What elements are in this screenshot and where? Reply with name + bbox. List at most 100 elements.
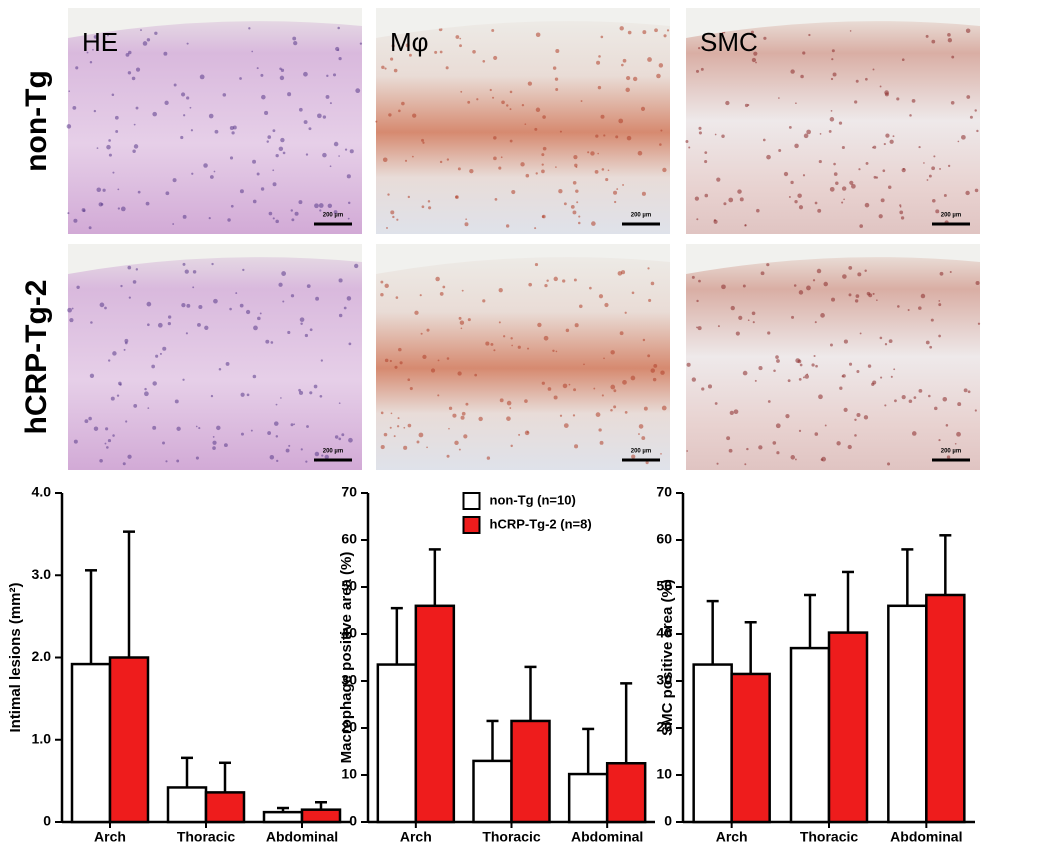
stain-dot (383, 432, 388, 437)
tissue-edge (376, 8, 670, 38)
stain-dot (108, 139, 111, 142)
stain-dot (541, 163, 544, 166)
stain-dot (744, 224, 747, 227)
stain-dot (899, 204, 902, 207)
stain-dot (167, 315, 172, 319)
stain-dot (392, 215, 395, 219)
stain-dot (849, 30, 852, 32)
stain-dot (935, 209, 940, 214)
stain-dot (562, 279, 566, 283)
stain-dot (384, 67, 387, 70)
stain-dot (833, 162, 836, 166)
stain-dot (212, 446, 216, 450)
stain-dot (541, 153, 545, 157)
bar (827, 631, 869, 824)
stain-dot (590, 151, 595, 156)
stain-dot (229, 156, 234, 160)
stain-dot (162, 346, 167, 351)
stain-dot (686, 362, 691, 367)
stain-dot (461, 411, 466, 416)
stain-dot (730, 305, 735, 311)
stain-dot (879, 336, 883, 340)
stain-dot (280, 397, 282, 399)
stain-dot (858, 168, 861, 171)
stain-dot (867, 364, 872, 368)
stain-dot (918, 388, 923, 393)
stain-dot (259, 312, 262, 315)
stain-dot (879, 85, 882, 88)
stain-dot (851, 183, 856, 189)
stain-dot (261, 94, 266, 100)
stain-dot (659, 143, 662, 146)
stain-dot (386, 226, 388, 229)
y-axis-label: SMC positive area (%) (659, 579, 676, 736)
tissue-edge (686, 244, 980, 274)
stain-dot (76, 285, 80, 289)
stain-dot (291, 218, 295, 222)
stain-dot (977, 322, 981, 325)
stain-dot (888, 339, 893, 344)
stain-dot (190, 129, 194, 132)
stain-dot (943, 193, 947, 197)
y-tick-label: 30 (341, 672, 357, 688)
stain-dot (814, 201, 818, 205)
stain-dot (631, 291, 635, 295)
stain-dot (132, 280, 137, 284)
y-tick-label: 30 (656, 672, 672, 688)
stain-dot (541, 381, 545, 385)
stain-dot (923, 162, 925, 164)
stain-dot (831, 49, 835, 53)
stain-dot (409, 386, 413, 391)
stain-dot (663, 34, 667, 38)
stain-dot (437, 359, 440, 362)
x-tick-label: Thoracic (482, 829, 541, 845)
stain-dot (299, 317, 305, 322)
stain-dot (974, 409, 977, 412)
stain-dot (712, 43, 716, 47)
stain-dot (272, 217, 275, 220)
stain-dot (407, 195, 411, 199)
stain-dot (658, 63, 664, 68)
stain-dot (273, 421, 279, 426)
stain-dot (766, 263, 770, 267)
bar (108, 656, 150, 824)
stain-dot (918, 306, 922, 310)
stain-dot (93, 35, 98, 39)
stain-dot (618, 118, 624, 124)
y-tick-label: 50 (656, 578, 672, 594)
stain-dot (723, 202, 727, 206)
stain-dot (467, 100, 471, 104)
stain-dot (396, 425, 400, 428)
stain-dot (303, 71, 308, 77)
stain-dot (938, 303, 942, 307)
stain-dot (186, 303, 191, 308)
stain-dot (457, 167, 461, 171)
stain-dot (632, 76, 638, 82)
stain-dot (146, 301, 152, 307)
stain-dot (939, 271, 944, 276)
stain-dot (738, 315, 743, 320)
stain-dot (181, 302, 186, 308)
stain-dot (926, 179, 929, 181)
stain-dot (638, 433, 640, 435)
stain-dot (315, 296, 320, 301)
stain-dot (638, 424, 644, 429)
stain-dot (691, 275, 695, 279)
y-tick-label: 20 (656, 719, 672, 735)
stain-dot (854, 100, 858, 104)
bar (887, 604, 928, 824)
stain-dot (112, 351, 117, 356)
stain-dot (621, 63, 624, 67)
stain-dot (485, 341, 490, 346)
stain-dot (309, 391, 313, 395)
stain-dot (337, 26, 340, 30)
stain-dot (829, 343, 833, 347)
stain-dot (460, 415, 465, 420)
stain-dot (131, 76, 136, 81)
stain-dot (880, 376, 883, 379)
y-tick-label: 0 (664, 813, 672, 829)
stain-dot (555, 88, 559, 91)
stain-dot (133, 404, 138, 408)
stain-dot (152, 381, 157, 386)
stain-dot (455, 35, 460, 39)
